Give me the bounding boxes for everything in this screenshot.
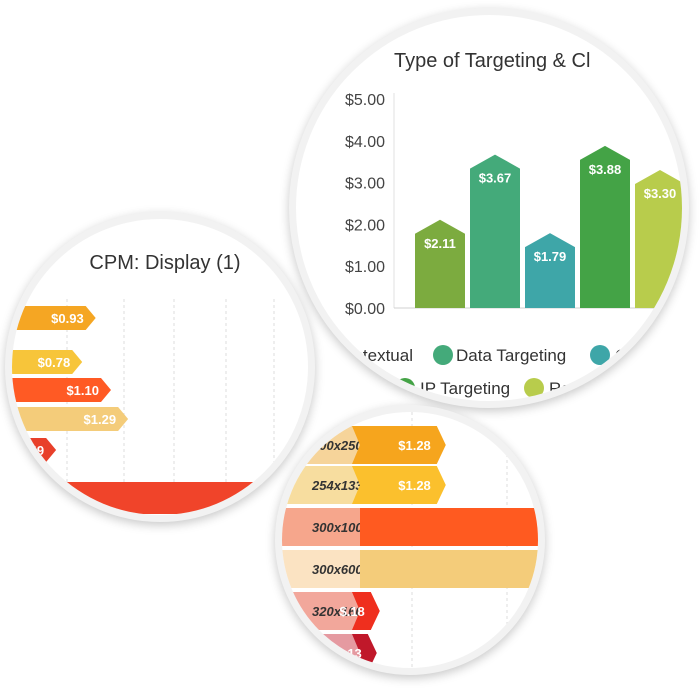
category-label-bg bbox=[282, 634, 360, 668]
bar-value-label: $0.78 bbox=[38, 355, 71, 370]
bar-value-label: $.25 bbox=[12, 469, 23, 484]
category-label: 300x250 bbox=[312, 438, 363, 453]
ad-size-zoom-circle: 300x250 $1.28 254x133 $1.28 300x100 300x600 32… bbox=[275, 405, 545, 675]
bar bbox=[360, 508, 538, 546]
category-label: 320 bbox=[312, 646, 334, 661]
bar bbox=[352, 426, 446, 464]
bar bbox=[525, 233, 575, 308]
bar bbox=[635, 170, 682, 308]
bar bbox=[360, 550, 538, 588]
legend-swatch bbox=[524, 378, 544, 398]
legend-label: Data Targeting bbox=[456, 346, 566, 365]
bar-value-label: $3.88 bbox=[589, 162, 622, 177]
targeting-zoom-circle: Type of Targeting & Cl $0.00 $1.00 $2.00 $3… bbox=[289, 8, 689, 408]
cpm-display-chart: CPM: Display (1) $0.93 $0.78 $1.10 $1.29 $.4… bbox=[12, 252, 308, 515]
bar bbox=[12, 482, 308, 514]
bar bbox=[415, 219, 465, 308]
bar bbox=[352, 634, 377, 668]
bar bbox=[580, 145, 630, 308]
y-tick-label: $0.00 bbox=[345, 301, 385, 318]
legend-label: Ret bbox=[549, 379, 576, 398]
bar bbox=[12, 407, 129, 431]
bar-value-label: $1.79 bbox=[534, 249, 567, 264]
category-label: 300x600 bbox=[312, 562, 363, 577]
bar bbox=[12, 438, 57, 462]
y-tick-label: $4.00 bbox=[345, 134, 385, 151]
bar bbox=[12, 306, 96, 330]
category-label: 300x100 bbox=[312, 520, 363, 535]
category-label-bg bbox=[282, 550, 360, 588]
bar bbox=[470, 154, 520, 308]
bar bbox=[352, 466, 446, 504]
legend-swatch bbox=[395, 378, 415, 398]
bar-value-label: $.49 bbox=[19, 443, 44, 458]
targeting-chart: Type of Targeting & Cl $0.00 $1.00 $2.00 $3… bbox=[344, 50, 682, 398]
bar bbox=[12, 378, 111, 402]
bar-value-label: $0.93 bbox=[51, 311, 84, 326]
bar-value-label: $2.11 bbox=[424, 236, 456, 251]
y-tick-label: $5.00 bbox=[345, 92, 385, 109]
bar-value-label: $3.30 bbox=[644, 186, 677, 201]
bar-value-label: $1.28 bbox=[398, 438, 431, 453]
cpm-display-zoom-circle: CPM: Display (1) $0.93 $0.78 $1.10 $1.29 $.4… bbox=[5, 212, 315, 522]
bar bbox=[352, 592, 380, 630]
category-label-bg bbox=[282, 466, 360, 504]
category-label: 320x160 bbox=[312, 604, 363, 619]
chart-title: Type of Targeting & Cl bbox=[394, 50, 590, 72]
bar-value-label: $.18 bbox=[339, 604, 364, 619]
bar-value-label: $1.10 bbox=[66, 383, 99, 398]
legend-label: IP Targeting bbox=[420, 379, 510, 398]
legend-swatch bbox=[433, 345, 453, 365]
bar-value-label: $.13 bbox=[336, 646, 361, 661]
y-tick-label: $3.00 bbox=[345, 176, 385, 193]
category-label-bg bbox=[282, 426, 360, 464]
chart-title: CPM: Display (1) bbox=[89, 252, 240, 274]
category-label-bg bbox=[282, 508, 360, 546]
category-label-bg bbox=[282, 592, 360, 630]
y-tick-label: $1.00 bbox=[345, 259, 385, 276]
bar-value-label: $1.29 bbox=[84, 412, 117, 427]
y-tick-label: $2.00 bbox=[345, 217, 385, 234]
legend-label: ontextual bbox=[344, 346, 413, 365]
legend-swatch bbox=[590, 345, 610, 365]
bar-value-label: $1.28 bbox=[398, 478, 431, 493]
bar-value-label: $3.67 bbox=[479, 171, 512, 186]
bar bbox=[12, 350, 83, 374]
legend-label: G bbox=[615, 346, 628, 365]
category-label: 254x133 bbox=[311, 478, 363, 493]
ad-size-chart: 300x250 $1.28 254x133 $1.28 300x100 300x600 32… bbox=[282, 412, 538, 668]
